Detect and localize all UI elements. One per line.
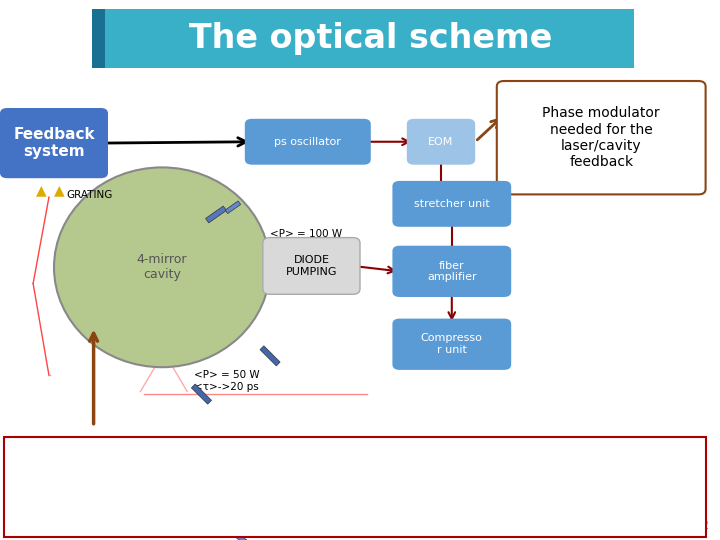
Text: <P> = 50 W
<τ>->20 ps: <P> = 50 W <τ>->20 ps — [194, 370, 260, 392]
FancyBboxPatch shape — [407, 119, 475, 165]
Bar — [219, 506, 232, 518]
Text: Feedback
system: Feedback system — [13, 127, 95, 159]
Text: Phase modulator
needed for the
laser/cavity
feedback: Phase modulator needed for the laser/cav… — [542, 106, 660, 169]
FancyBboxPatch shape — [392, 181, 511, 227]
FancyBboxPatch shape — [0, 108, 108, 178]
Text: 22: 22 — [693, 519, 709, 532]
Text: EOM: EOM — [428, 137, 454, 147]
FancyBboxPatch shape — [263, 238, 360, 294]
Text: <P> = 100 W
λ=976 nm: <P> = 100 W λ=976 nm — [270, 230, 342, 251]
Text: laser/cavity feedback signal:: laser/cavity feedback signal: — [346, 453, 537, 465]
Text: The optical scheme: The optical scheme — [189, 22, 552, 55]
FancyBboxPatch shape — [104, 9, 634, 68]
Text: stretcher unit: stretcher unit — [414, 199, 490, 209]
Text: •Signal reflected by the cavity used to build the: •Signal reflected by the cavity used to … — [20, 453, 346, 465]
Text: Compresso
r unit: Compresso r unit — [421, 333, 482, 355]
Text: AND the leackage on the beam circulating inside the cavity: AND the leackage on the beam circulating… — [20, 511, 435, 524]
Text: fiber
amplifier: fiber amplifier — [427, 261, 477, 282]
FancyBboxPatch shape — [497, 81, 706, 194]
Bar — [216, 515, 237, 532]
FancyBboxPatch shape — [245, 119, 371, 165]
FancyBboxPatch shape — [392, 246, 511, 297]
FancyBboxPatch shape — [4, 437, 706, 537]
Text: DIODE
PUMPING: DIODE PUMPING — [286, 255, 337, 276]
Bar — [206, 206, 226, 223]
FancyBboxPatch shape — [392, 319, 511, 370]
Bar — [260, 346, 280, 366]
Bar — [134, 457, 154, 477]
Ellipse shape — [54, 167, 270, 367]
FancyBboxPatch shape — [92, 9, 105, 68]
Text: GRATING: GRATING — [66, 191, 112, 200]
Text: 4-mirror
cavity: 4-mirror cavity — [137, 253, 187, 281]
Text: ▲: ▲ — [54, 183, 64, 197]
Bar — [192, 384, 212, 404]
Bar — [231, 531, 247, 540]
Bar — [212, 492, 224, 504]
Text: ps oscillator: ps oscillator — [274, 137, 341, 147]
Bar — [235, 515, 248, 526]
Bar — [225, 201, 240, 213]
Text: •interference between the modulated incident laser beam: •interference between the modulated inci… — [20, 481, 428, 494]
Text: ▲: ▲ — [37, 183, 47, 197]
